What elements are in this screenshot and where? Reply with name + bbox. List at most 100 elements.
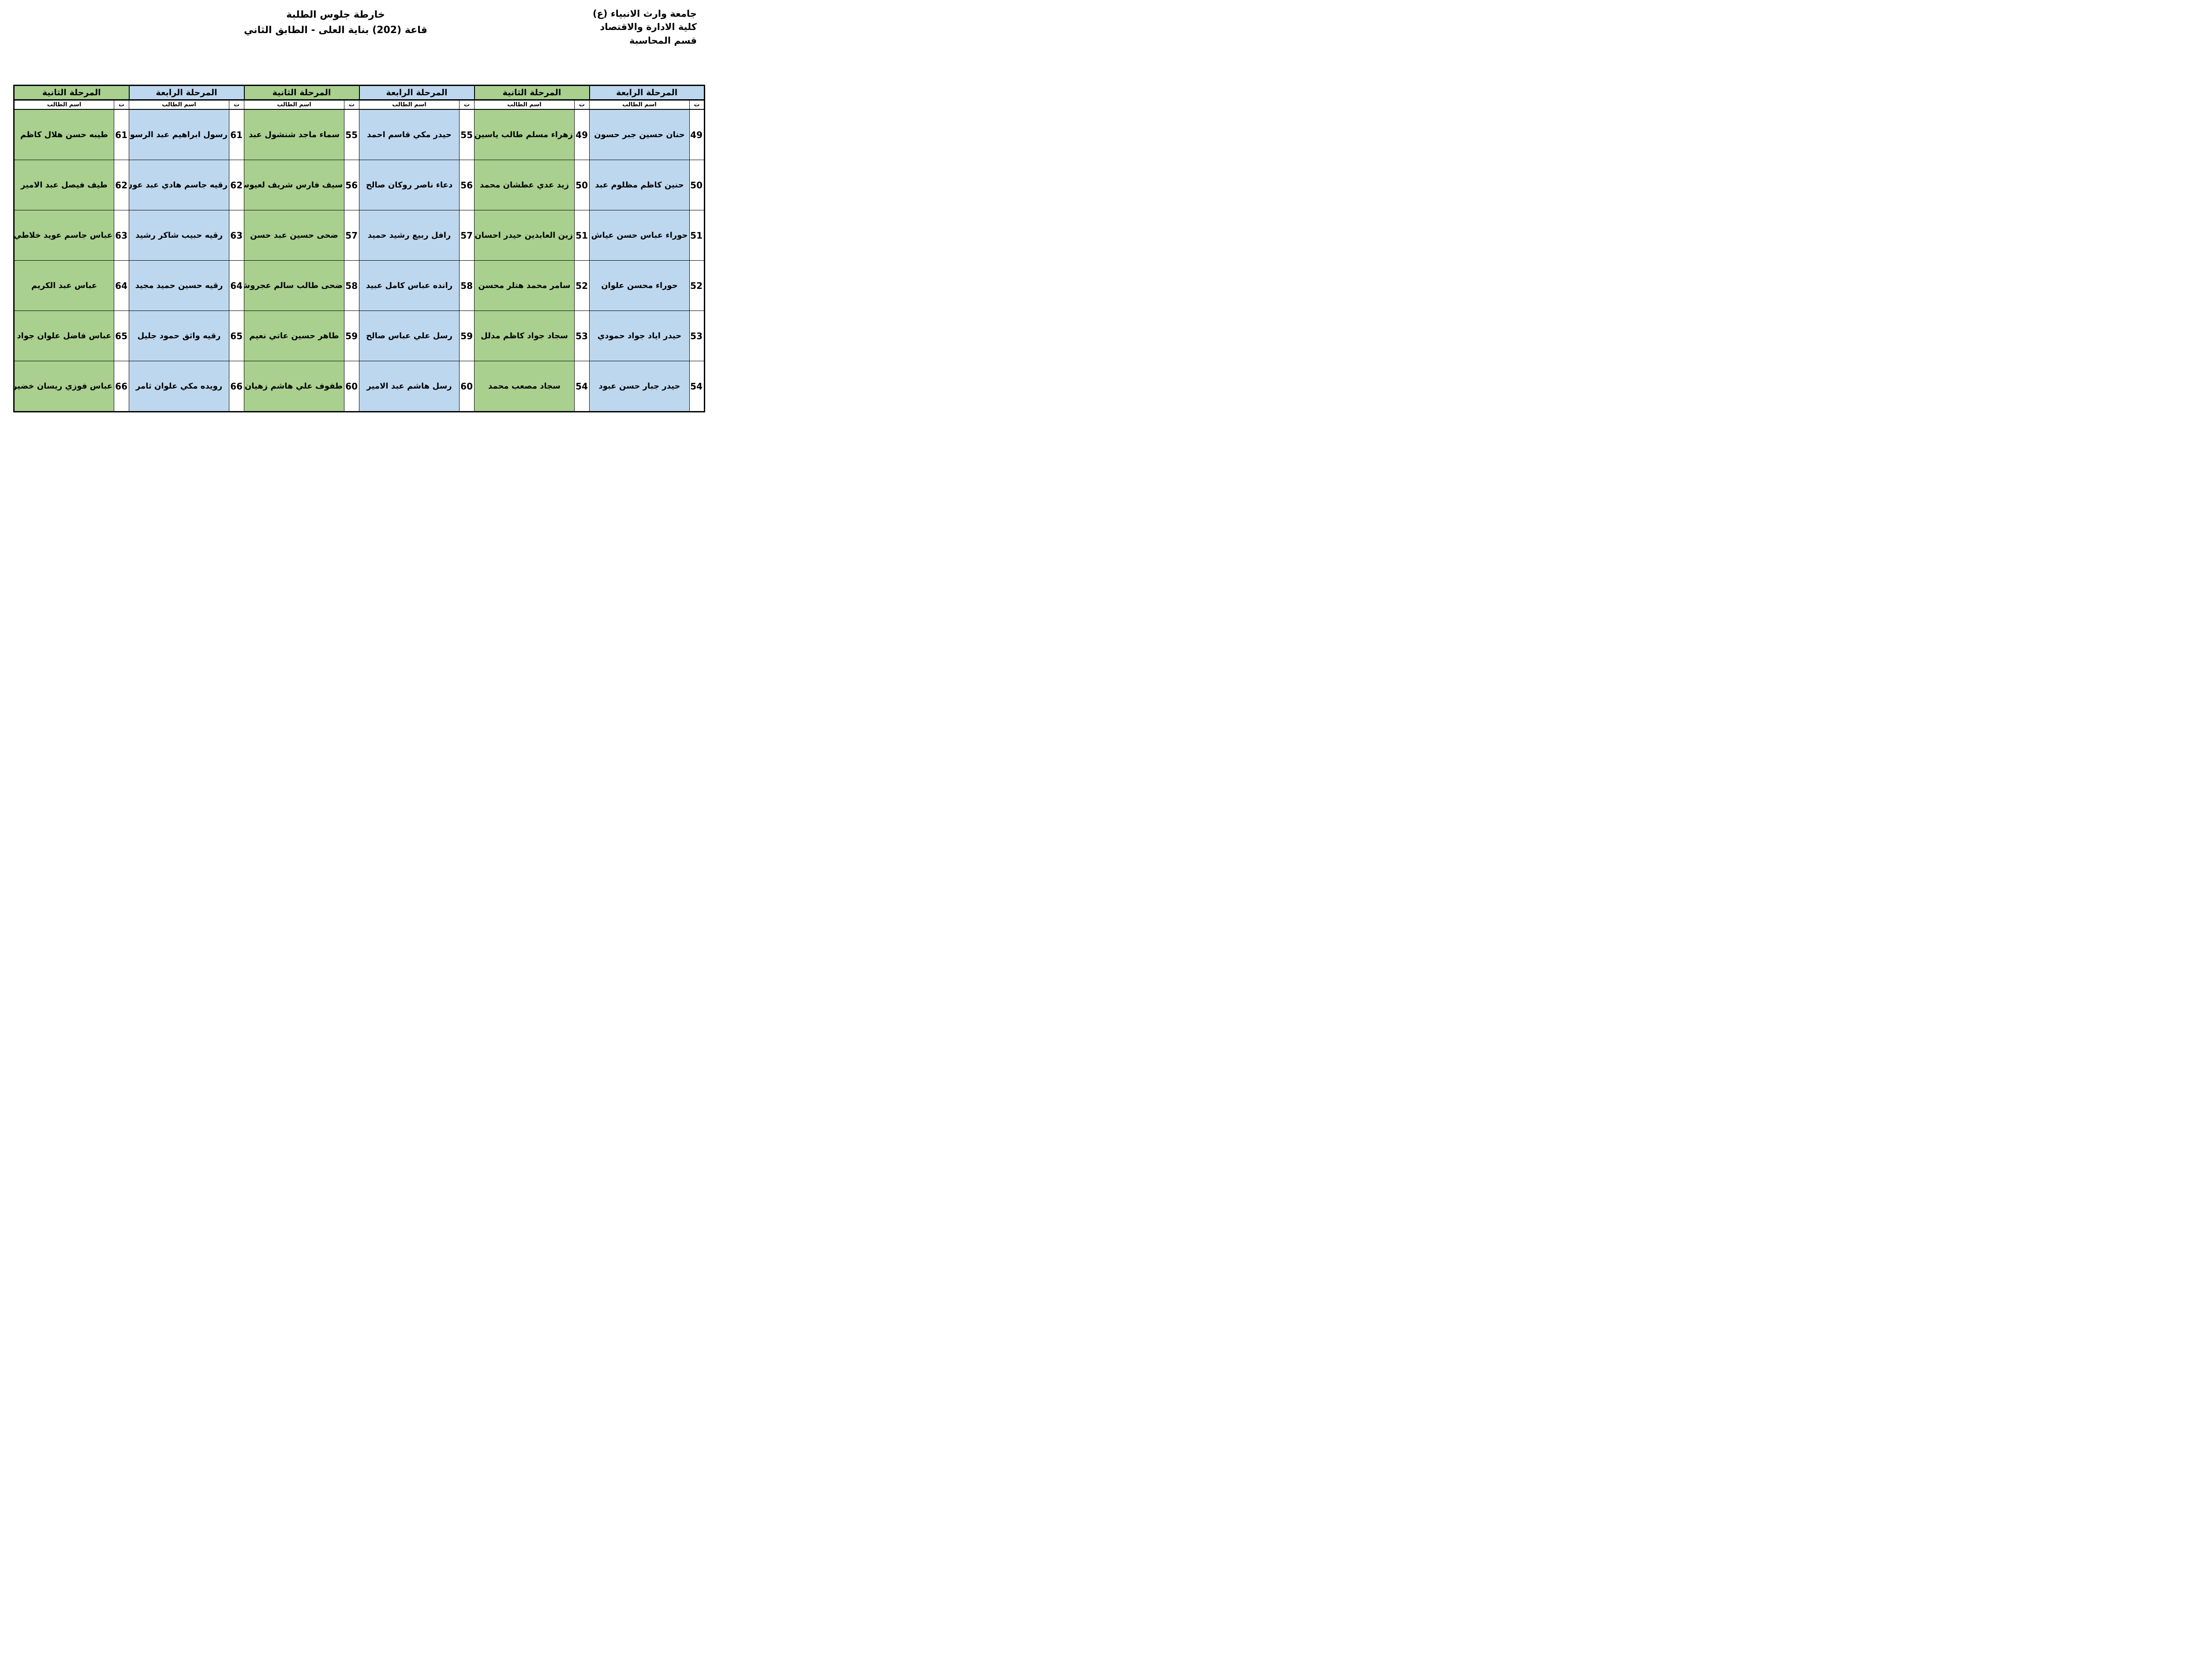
seat-number-cell: 62: [114, 160, 129, 210]
student-name-cell: رافل ربيع رشيد حميد: [359, 210, 460, 261]
document-title: خارطة جلوس الطلبة قاعة (202) بناية العلى…: [244, 7, 427, 38]
student-name-cell: رقيه حبيب شاكر رشيد: [129, 210, 229, 261]
seat-number-cell: 55: [459, 109, 475, 160]
student-name-cell: حيدر مكي قاسم احمد: [359, 109, 460, 160]
stage-header-row: المرحلة الرابعة المرحلة الثانية المرحلة ال…: [13, 85, 705, 101]
stage-header-cell: المرحلة الرابعة: [359, 85, 475, 101]
seat-number-cell: 53: [574, 311, 590, 361]
seat-number-cell: 64: [114, 260, 129, 311]
seat-number-cell: 63: [229, 210, 244, 261]
seat-number-cell: 51: [689, 210, 705, 261]
student-name-cell: رويده مكي علوان ثامر: [129, 361, 229, 412]
seat-number-cell: 60: [459, 361, 475, 412]
name-column-header: اسم الطالب: [129, 100, 229, 110]
student-name-cell: رانده عباس كامل عبيد: [359, 260, 460, 311]
title-line: خارطة جلوس الطلبة: [286, 9, 385, 20]
department-name: قسم المحاسبة: [629, 35, 697, 46]
seat-row: 53 حيدر اياد جواد حمودي 53 سجاد جواد كاظم م…: [14, 311, 705, 361]
seat-number-cell: 65: [229, 311, 244, 361]
seat-number-cell: 61: [229, 109, 244, 160]
university-name: جامعة وارث الانبياء (ع): [592, 8, 697, 19]
student-name-cell: حنان حسين جبر حسون: [589, 109, 690, 160]
student-name-cell: رقيه جاسم هادي عبد عون: [129, 160, 229, 210]
seat-number-cell: 54: [689, 361, 705, 412]
student-name-cell: ضحى طالب سالم عجروش: [244, 260, 344, 311]
seat-number-cell: 60: [344, 361, 359, 412]
student-name-cell: حنين كاظم مظلوم عبد: [589, 160, 690, 210]
table-head: المرحلة الرابعة المرحلة الثانية المرحلة ال…: [13, 85, 705, 110]
student-name-cell: سامر محمد هتلر محسن: [474, 260, 575, 311]
seat-number-cell: 61: [114, 109, 129, 160]
student-name-cell: عباس فاضل علوان جواد: [14, 311, 114, 361]
seat-row: 52 حوراء محسن علوان 52 سامر محمد هتلر محسن 5…: [14, 260, 705, 311]
student-name-cell: طفوف علي هاشم زهيان: [244, 361, 344, 412]
name-column-header: اسم الطالب: [589, 100, 690, 110]
seat-number-cell: 55: [344, 109, 359, 160]
seat-number-cell: 50: [689, 160, 705, 210]
student-name-cell: حوراء عباس حسن عياش: [589, 210, 690, 261]
seat-row: 49 حنان حسين جبر حسون 49 زهراء مسلم طالب يا…: [14, 109, 705, 160]
stage-header-cell: المرحلة الثانية: [474, 85, 590, 101]
student-name-cell: سجاد مصعب محمد: [474, 361, 575, 412]
serial-column-header: ت: [344, 100, 359, 110]
student-name-cell: طيف فيصل عبد الامير: [14, 160, 114, 210]
college-name: كلية الادارة والاقتصاد: [600, 22, 697, 33]
seat-number-cell: 59: [459, 311, 475, 361]
seat-number-cell: 57: [344, 210, 359, 261]
student-name-cell: عباس فوزي ريسان خضير: [14, 361, 114, 412]
student-name-cell: زهراء مسلم طالب ياسين: [474, 109, 575, 160]
student-name-cell: رقيه واثق حمود جليل: [129, 311, 229, 361]
column-header-row: ت اسم الطالب ت اسم الطالب ت اسم الطالب ت اسم ال…: [14, 100, 705, 110]
seat-number-cell: 49: [689, 109, 705, 160]
student-name-cell: رقيه حسين حميد مجيد: [129, 260, 229, 311]
seat-number-cell: 52: [574, 260, 590, 311]
serial-column-header: ت: [689, 100, 705, 110]
seat-number-cell: 53: [689, 311, 705, 361]
table-body: 49 حنان حسين جبر حسون 49 زهراء مسلم طالب يا…: [14, 109, 705, 412]
student-name-cell: ضحى حسين عبد حسن: [244, 210, 344, 261]
room-line: قاعة (202) بناية العلى - الطابق الثاني: [243, 25, 427, 36]
stage-header-cell: المرحلة الرابعة: [589, 85, 705, 101]
serial-column-header: ت: [459, 100, 475, 110]
student-name-cell: رسول ابراهيم عبد الرسول: [129, 109, 229, 160]
seat-number-cell: 56: [459, 160, 475, 210]
university-header: جامعة وارث الانبياء (ع) كلية الادارة وال…: [593, 7, 697, 47]
seat-number-cell: 58: [459, 260, 475, 311]
student-name-cell: عباس جاسم عويد خلاطي: [14, 210, 114, 261]
student-name-cell: زيد عدي عطشان محمد: [474, 160, 575, 210]
student-name-cell: زين العابدين حيدر احسان: [474, 210, 575, 261]
seat-number-cell: 52: [689, 260, 705, 311]
student-name-cell: دعاء ناصر روكان صالح: [359, 160, 460, 210]
student-name-cell: عباس عبد الكريم: [14, 260, 114, 311]
student-name-cell: رسل علي عباس صالح: [359, 311, 460, 361]
name-column-header: اسم الطالب: [474, 100, 575, 110]
student-name-cell: طاهر حسين عاتي نعيم: [244, 311, 344, 361]
serial-column-header: ت: [114, 100, 129, 110]
student-name-cell: سماء ماجد شنشول عبد: [244, 109, 344, 160]
name-column-header: اسم الطالب: [14, 100, 114, 110]
seat-number-cell: 50: [574, 160, 590, 210]
student-name-cell: سيف فارس شريف لعيوس: [244, 160, 344, 210]
seat-number-cell: 66: [114, 361, 129, 412]
page: جامعة وارث الانبياء (ع) كلية الادارة وال…: [0, 0, 706, 420]
seat-number-cell: 57: [459, 210, 475, 261]
seat-number-cell: 62: [229, 160, 244, 210]
student-name-cell: طيبه حسن هلال كاظم: [14, 109, 114, 160]
seat-number-cell: 65: [114, 311, 129, 361]
seat-number-cell: 63: [114, 210, 129, 261]
seating-table: المرحلة الرابعة المرحلة الثانية المرحلة ال…: [13, 85, 705, 412]
stage-header-cell: المرحلة الرابعة: [128, 85, 245, 101]
student-name-cell: رسل هاشم عبد الامير: [359, 361, 460, 412]
seat-number-cell: 66: [229, 361, 244, 412]
student-name-cell: حيدر جبار حسن عبود: [589, 361, 690, 412]
seat-number-cell: 49: [574, 109, 590, 160]
seat-number-cell: 51: [574, 210, 590, 261]
stage-header-cell: المرحلة الثانية: [13, 85, 130, 101]
stage-header-cell: المرحلة الثانية: [243, 85, 360, 101]
seat-number-cell: 64: [229, 260, 244, 311]
name-column-header: اسم الطالب: [359, 100, 460, 110]
serial-column-header: ت: [574, 100, 590, 110]
name-column-header: اسم الطالب: [244, 100, 344, 110]
student-name-cell: سجاد جواد كاظم مدلل: [474, 311, 575, 361]
seat-number-cell: 56: [344, 160, 359, 210]
